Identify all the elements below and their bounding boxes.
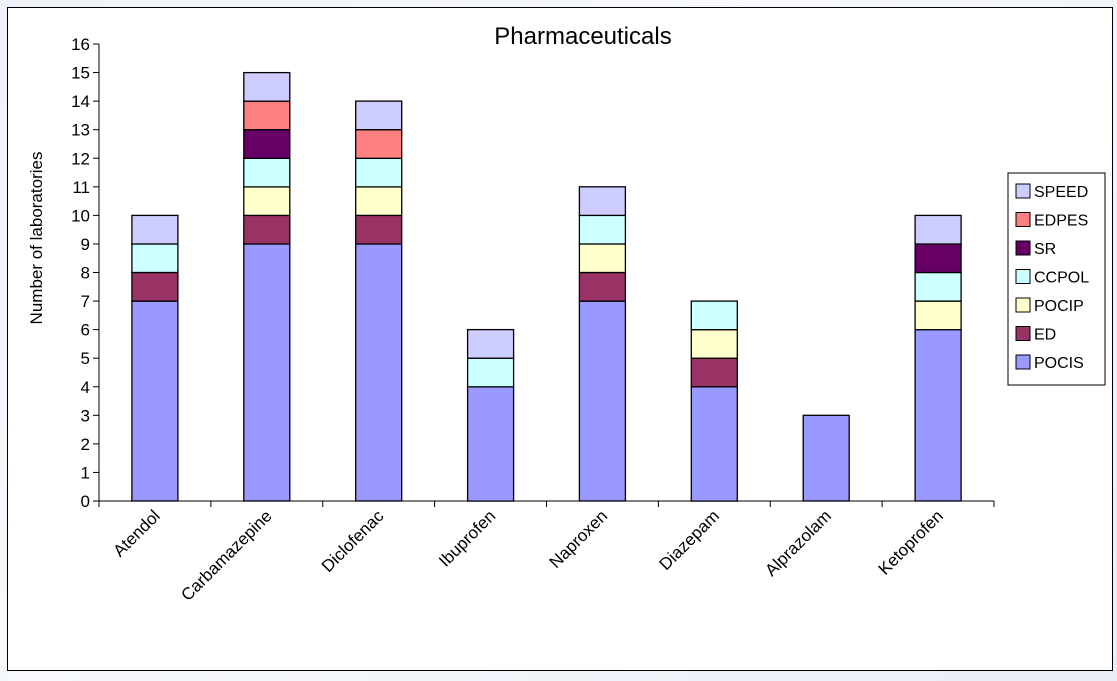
bar-ed-atendol: [131, 271, 179, 302]
legend-swatch-pocip: [1015, 297, 1031, 313]
bar-ccpol-atendol: [131, 243, 179, 274]
chart-title: Pharmaceuticals: [494, 23, 671, 50]
bar-edpes-carbamazepine: [243, 100, 291, 131]
bar-ccpol-diazepam: [690, 300, 738, 331]
y-tick-label-2: 2: [81, 435, 90, 454]
legend-swatch-sr: [1015, 240, 1031, 256]
x-tick-label-alprazolam: Alprazolam: [761, 506, 835, 580]
legend-swatch-edpes: [1015, 212, 1031, 227]
y-tick-label-9: 9: [81, 235, 90, 254]
bar-ccpol-carbamazepine: [243, 157, 291, 188]
bar-ccpol-diclofenac: [355, 157, 403, 188]
bar-speed-ketoprofen: [914, 214, 962, 245]
bar-pocis-ibuprofen: [466, 386, 515, 502]
bar-pocip-diclofenac: [355, 186, 403, 217]
y-tick-label-8: 8: [81, 264, 90, 283]
bar-pocis-ketoprofen: [914, 328, 962, 502]
legend-label-ed: ED: [1034, 327, 1056, 344]
y-tick-label-0: 0: [81, 492, 90, 511]
y-tick-label-5: 5: [81, 349, 90, 368]
bar-pocis-diazepam: [690, 386, 738, 502]
bar-pocip-carbamazepine: [243, 186, 291, 217]
bar-pocis-diclofenac: [355, 243, 403, 502]
chart-frame: Pharmaceuticals Number of laboratories 0…: [7, 7, 1113, 671]
y-tick-label-6: 6: [81, 321, 90, 340]
y-tick-label-3: 3: [81, 406, 90, 425]
x-tick-label-naproxen: Naproxen: [546, 506, 612, 572]
bar-speed-ibuprofen: [466, 328, 515, 359]
legend-label-sr: SR: [1034, 241, 1056, 258]
legend-swatch-ccpol: [1015, 269, 1031, 284]
x-tick-label-ibuprofen: Ibuprofen: [435, 506, 499, 570]
bar-pocis-naproxen: [578, 300, 627, 502]
y-tick-label-13: 13: [71, 121, 90, 140]
x-tick-label-atendol: Atendol: [110, 506, 164, 560]
legend-swatch-speed: [1015, 183, 1031, 199]
bar-edpes-diclofenac: [355, 129, 403, 159]
bar-pocis-alprazolam: [802, 414, 850, 502]
y-tick-label-4: 4: [81, 378, 90, 397]
stacked-bar-chart: Pharmaceuticals Number of laboratories 0…: [27, 23, 1106, 605]
bar-pocip-naproxen: [578, 243, 627, 274]
bar-speed-diclofenac: [355, 100, 403, 131]
bar-speed-naproxen: [578, 186, 627, 217]
legend-label-speed: SPEED: [1034, 184, 1088, 201]
x-tick-label-ketoprofen: Ketoprofen: [875, 506, 947, 578]
bar-pocis-atendol: [131, 300, 179, 502]
bar-pocip-diazepam: [690, 328, 738, 359]
y-axis-label: Number of laboratories: [27, 152, 46, 325]
bar-ccpol-naproxen: [578, 214, 627, 245]
x-tick-label-diclofenac: Diclofenac: [318, 506, 388, 576]
bar-ed-diazepam: [690, 357, 738, 388]
y-tick-label-1: 1: [81, 463, 90, 482]
y-tick-label-15: 15: [71, 64, 90, 83]
y-tick-label-11: 11: [72, 178, 90, 197]
bar-sr-carbamazepine: [243, 129, 291, 159]
legend-label-edpes: EDPES: [1034, 213, 1088, 230]
bar-ed-naproxen: [578, 271, 627, 302]
bar-pocis-carbamazepine: [243, 243, 291, 502]
legend-swatch-ed: [1015, 326, 1031, 341]
bar-ed-diclofenac: [355, 214, 403, 245]
bar-speed-carbamazepine: [243, 71, 291, 102]
bar-sr-ketoprofen: [914, 243, 962, 274]
bar-ed-carbamazepine: [243, 214, 291, 245]
y-tick-label-7: 7: [81, 292, 90, 311]
bar-ccpol-ketoprofen: [914, 271, 962, 302]
bar-pocip-ketoprofen: [914, 300, 962, 331]
bar-speed-atendol: [131, 214, 179, 245]
legend: SPEED EDPES SR CCPOL POCIP ED POCIS: [1007, 172, 1106, 386]
y-tick-label-16: 16: [71, 35, 90, 54]
y-tick-label-10: 10: [71, 206, 90, 225]
x-tick-label-carbamazepine: Carbamazepine: [177, 506, 275, 604]
legend-label-pocis: POCIS: [1034, 355, 1084, 372]
legend-label-ccpol: CCPOL: [1034, 270, 1089, 287]
bar-ccpol-ibuprofen: [466, 357, 515, 388]
x-tick-label-diazepam: Diazepam: [656, 506, 724, 574]
legend-label-pocip: POCIP: [1034, 298, 1084, 315]
y-tick-label-12: 12: [71, 149, 90, 168]
legend-swatch-pocis: [1015, 354, 1031, 370]
y-tick-label-14: 14: [71, 92, 90, 111]
